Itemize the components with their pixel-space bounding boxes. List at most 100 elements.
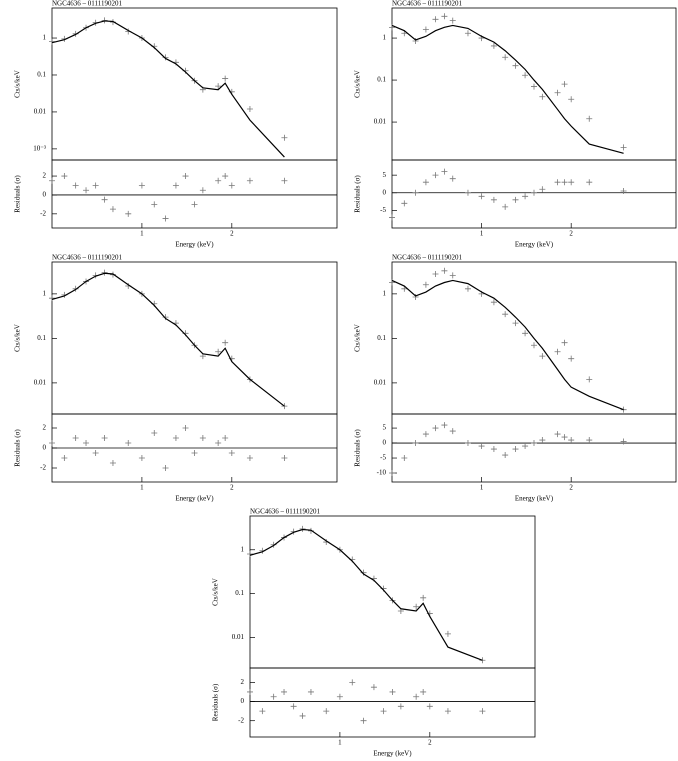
data-point — [441, 13, 448, 20]
y-axis-label: Residuals (σ) — [212, 683, 220, 721]
y-tick-label: -2 — [238, 716, 244, 724]
x-axis-label: Energy (keV) — [175, 241, 214, 249]
data-point — [531, 189, 537, 196]
data-point — [412, 440, 419, 447]
data-point — [561, 81, 568, 88]
data-point — [531, 83, 537, 90]
data-point — [478, 443, 485, 450]
data-point — [246, 455, 253, 461]
plot-frame — [51, 261, 338, 415]
data-point — [109, 460, 116, 466]
y-axis-label: Cts/s/keV — [212, 578, 220, 606]
data-point — [502, 452, 509, 459]
data-point — [420, 594, 427, 601]
data-point — [49, 177, 55, 184]
y-axis-label: Cts/s/keV — [14, 324, 22, 352]
y-axis-label: Cts/s/keV — [354, 70, 362, 98]
y-tick-label: 5 — [383, 424, 387, 432]
data-point — [199, 435, 206, 441]
y-axis-label: Cts/s/keV — [14, 70, 22, 98]
data-point — [299, 712, 306, 719]
y-tick-label: 2 — [241, 678, 245, 686]
data-point — [281, 403, 288, 410]
data-point — [539, 437, 546, 444]
y-tick-label: 0.01 — [34, 108, 47, 116]
data-point — [522, 72, 529, 79]
data-point — [522, 193, 529, 200]
x-tick-label: 2 — [230, 230, 234, 238]
chart-title: NGC4636 – 0111190201 — [52, 254, 123, 262]
x-tick-label: 1 — [140, 484, 144, 492]
data-point — [512, 196, 519, 203]
data-point — [151, 430, 158, 436]
data-point — [586, 437, 593, 444]
data-point — [620, 406, 627, 413]
data-point — [512, 320, 519, 327]
data-point — [502, 311, 509, 318]
data-point — [83, 187, 90, 194]
data-point — [449, 17, 456, 24]
data-point — [182, 173, 189, 180]
y-tick-label: 0.01 — [34, 378, 47, 386]
data-point — [299, 525, 306, 532]
data-point — [172, 182, 179, 189]
plot-frame — [249, 515, 536, 669]
data-point — [83, 440, 90, 446]
data-point — [512, 446, 519, 453]
y-tick-label: 0 — [43, 191, 47, 199]
y-axis-label: Residuals (σ) — [14, 429, 22, 467]
data-point — [422, 431, 429, 438]
y-axis-label: Residuals (σ) — [354, 429, 362, 467]
y-tick-label: 0.1 — [377, 334, 386, 342]
data-point — [191, 450, 198, 456]
data-point — [554, 179, 561, 186]
y-tick-label: 0 — [383, 188, 387, 196]
y-tick-label: -5 — [380, 206, 386, 214]
data-point — [222, 339, 229, 346]
data-point — [531, 440, 537, 447]
data-point — [412, 38, 419, 45]
data-point — [101, 435, 108, 441]
data-point — [539, 353, 546, 360]
data-point — [72, 182, 79, 189]
data-point — [464, 30, 471, 37]
data-point — [420, 688, 427, 695]
model-line — [249, 528, 483, 661]
y-tick-label: 1 — [43, 34, 47, 42]
data-point — [215, 83, 222, 90]
y-tick-label: 1 — [241, 545, 245, 553]
y-tick-label: 1 — [43, 289, 47, 297]
data-point — [92, 450, 99, 456]
data-point — [138, 455, 145, 461]
y-tick-label: 0.1 — [377, 76, 386, 84]
data-point — [441, 422, 448, 429]
data-point — [490, 196, 497, 203]
data-point — [586, 115, 593, 122]
data-point — [412, 189, 419, 196]
data-point — [502, 54, 509, 61]
data-point — [215, 348, 222, 355]
data-point — [449, 175, 456, 182]
data-point — [281, 455, 288, 461]
y-axis-label: Residuals (σ) — [354, 175, 362, 213]
data-point — [397, 703, 404, 710]
data-point — [568, 355, 575, 362]
y-tick-label: 2 — [43, 424, 47, 432]
x-tick-label: 1 — [140, 230, 144, 238]
y-tick-label: 1 — [383, 34, 387, 42]
y-tick-label: 10⁻³ — [33, 144, 46, 152]
data-point — [101, 269, 108, 276]
data-point — [349, 679, 356, 686]
data-point — [561, 179, 568, 186]
data-point — [228, 182, 235, 189]
data-point — [422, 281, 429, 288]
data-point — [412, 294, 419, 301]
data-point — [413, 603, 420, 610]
data-point — [228, 450, 235, 456]
data-point — [449, 428, 456, 435]
x-axis-label: Energy (keV) — [373, 750, 412, 758]
chart-title: NGC4636 – 0111190201 — [392, 0, 463, 8]
y-tick-label: 0.01 — [374, 378, 387, 386]
data-point — [172, 435, 179, 441]
